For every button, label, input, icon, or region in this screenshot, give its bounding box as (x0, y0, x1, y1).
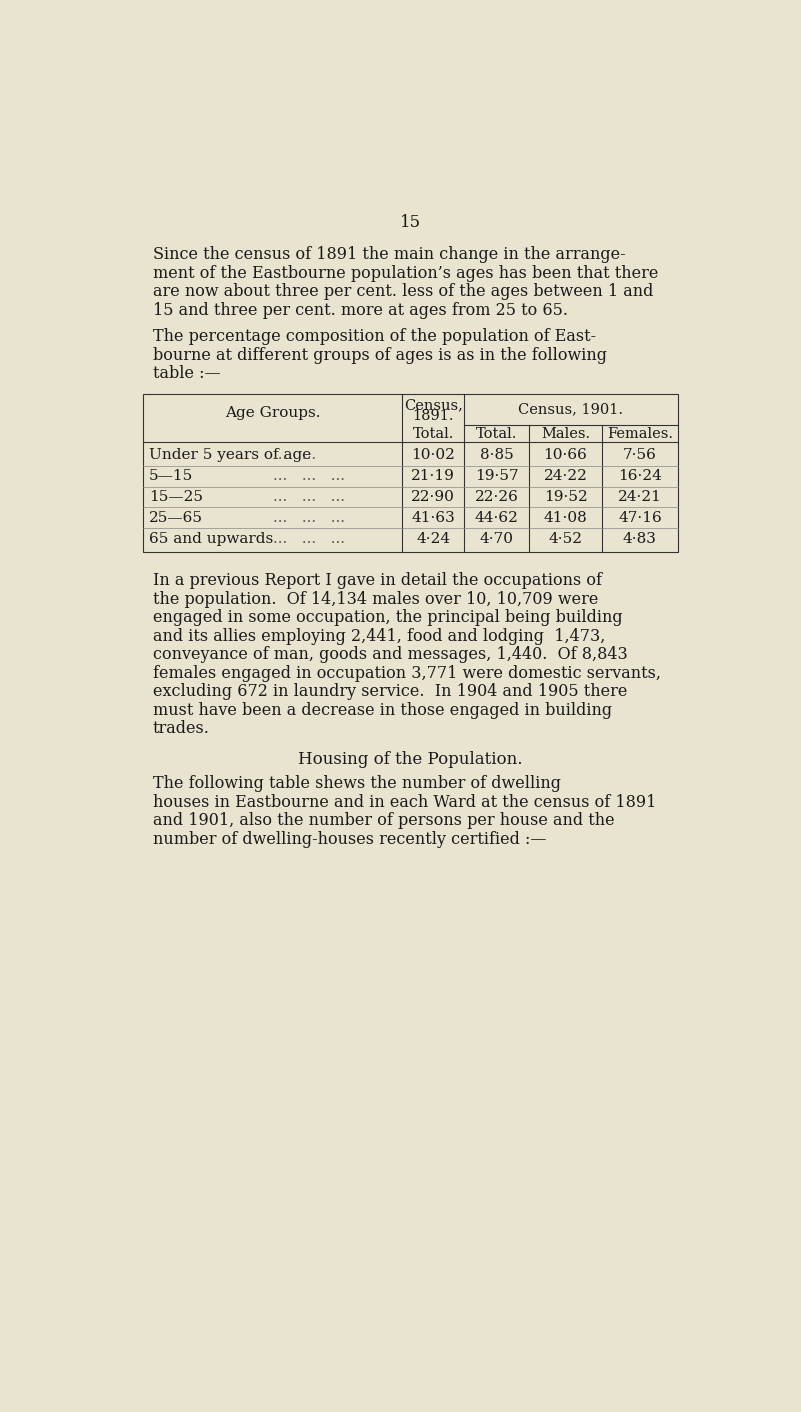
Text: ...   ...   ...: ... ... ... (273, 532, 345, 545)
Text: Males.: Males. (541, 426, 590, 441)
Text: 41·63: 41·63 (412, 511, 455, 525)
Text: and its allies employing 2,441, food and lodging  1,473,: and its allies employing 2,441, food and… (153, 627, 606, 645)
Text: The percentage composition of the population of East-: The percentage composition of the popula… (153, 328, 596, 345)
Text: ...   ...   ...: ... ... ... (273, 469, 345, 483)
Text: 44·62: 44·62 (475, 511, 518, 525)
Text: 15—25: 15—25 (149, 490, 203, 504)
Text: 21·19: 21·19 (412, 469, 455, 483)
Text: 24·22: 24·22 (544, 469, 587, 483)
Text: Under 5 years of age: Under 5 years of age (149, 449, 312, 463)
Text: trades.: trades. (153, 720, 210, 737)
Text: 19·52: 19·52 (544, 490, 587, 504)
Text: Age Groups.: Age Groups. (225, 405, 320, 419)
Text: 22·26: 22·26 (475, 490, 518, 504)
Text: 47·16: 47·16 (618, 511, 662, 525)
Text: 4·83: 4·83 (623, 532, 657, 545)
Text: 15: 15 (400, 215, 421, 232)
Text: Since the census of 1891 the main change in the arrange-: Since the census of 1891 the main change… (153, 247, 626, 264)
Text: ...   ...: ... ... (273, 449, 316, 463)
Text: 1891.: 1891. (413, 409, 454, 424)
Text: females engaged in occupation 3,771 were domestic servants,: females engaged in occupation 3,771 were… (153, 665, 661, 682)
Text: The following table shews the number of dwelling: The following table shews the number of … (153, 775, 561, 792)
Text: 65 and upwards: 65 and upwards (149, 532, 273, 545)
Text: 4·70: 4·70 (480, 532, 513, 545)
Text: table :—: table :— (153, 366, 220, 383)
Text: and 1901, also the number of persons per house and the: and 1901, also the number of persons per… (153, 812, 614, 829)
Text: 22·90: 22·90 (412, 490, 455, 504)
Text: are now about three per cent. less of the ages between 1 and: are now about three per cent. less of th… (153, 284, 653, 301)
Text: 4·52: 4·52 (549, 532, 582, 545)
Bar (143, 394, 678, 552)
Text: Housing of the Population.: Housing of the Population. (298, 751, 522, 768)
Text: 24·21: 24·21 (618, 490, 662, 504)
Text: excluding 672 in laundry service.  In 1904 and 1905 there: excluding 672 in laundry service. In 190… (153, 683, 627, 700)
Text: 5—15: 5—15 (149, 469, 193, 483)
Text: Census,: Census, (404, 398, 463, 412)
Text: 16·24: 16·24 (618, 469, 662, 483)
Text: must have been a decrease in those engaged in building: must have been a decrease in those engag… (153, 702, 612, 719)
Text: 4·24: 4·24 (417, 532, 450, 545)
Text: 8·85: 8·85 (480, 449, 513, 463)
Text: Total.: Total. (476, 426, 517, 441)
Text: number of dwelling-houses recently certified :—: number of dwelling-houses recently certi… (153, 830, 546, 847)
Text: Females.: Females. (607, 426, 673, 441)
Text: bourne at different groups of ages is as in the following: bourne at different groups of ages is as… (153, 346, 607, 363)
Text: 10·66: 10·66 (544, 449, 587, 463)
Text: ...   ...   ...: ... ... ... (273, 490, 345, 504)
Text: 19·57: 19·57 (475, 469, 518, 483)
Text: engaged in some occupation, the principal being building: engaged in some occupation, the principa… (153, 609, 622, 626)
Text: houses in Eastbourne and in each Ward at the census of 1891: houses in Eastbourne and in each Ward at… (153, 794, 656, 810)
Text: 15 and three per cent. more at ages from 25 to 65.: 15 and three per cent. more at ages from… (153, 302, 568, 319)
Text: ...   ...   ...: ... ... ... (273, 511, 345, 525)
Text: 10·02: 10·02 (412, 449, 455, 463)
Text: the population.  Of 14,134 males over 10, 10,709 were: the population. Of 14,134 males over 10,… (153, 590, 598, 607)
Text: ment of the Eastbourne population’s ages has been that there: ment of the Eastbourne population’s ages… (153, 265, 658, 282)
Text: 7·56: 7·56 (623, 449, 657, 463)
Text: 25—65: 25—65 (149, 511, 203, 525)
Text: 41·08: 41·08 (544, 511, 587, 525)
Text: Census, 1901.: Census, 1901. (518, 402, 623, 417)
Text: Total.: Total. (413, 426, 454, 441)
Text: In a previous Report I gave in detail the occupations of: In a previous Report I gave in detail th… (153, 572, 602, 589)
Text: conveyance of man, goods and messages, 1,440.  Of 8,843: conveyance of man, goods and messages, 1… (153, 647, 627, 664)
